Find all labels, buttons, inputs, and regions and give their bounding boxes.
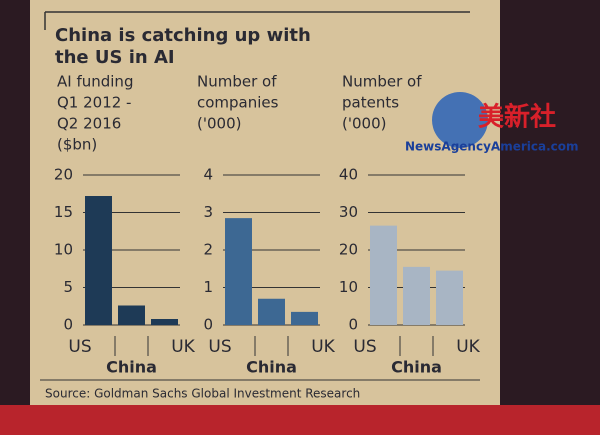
chart-subtitle: patents (342, 94, 399, 112)
chart-subtitle: ('000) (342, 115, 386, 133)
bar (258, 298, 285, 325)
x-tick-label: US (208, 337, 231, 357)
bar (151, 319, 178, 325)
main-title: the US in AI (55, 47, 175, 68)
y-tick-label: 4 (203, 166, 213, 184)
x-tick-label: UK (171, 337, 195, 357)
y-tick-label: 40 (339, 166, 358, 184)
chart-subtitle: Q2 2016 (57, 115, 121, 133)
y-tick-label: 20 (54, 166, 73, 184)
main-title: China is catching up with (55, 25, 311, 46)
chart-subtitle: Number of (342, 73, 422, 91)
x-tick-label: China (106, 358, 157, 377)
y-tick-label: 0 (348, 316, 358, 334)
x-tick-label: UK (456, 337, 480, 357)
chart-subtitle: Number of (197, 73, 277, 91)
y-tick-label: 10 (54, 241, 73, 259)
x-tick-label: US (353, 337, 376, 357)
chart-subtitle: ($bn) (57, 136, 97, 154)
bar (370, 225, 397, 325)
x-tick-label: China (391, 358, 442, 377)
red-band (0, 405, 600, 435)
bar (118, 305, 145, 325)
chart-subtitle: ('000) (197, 115, 241, 133)
watermark-name: 美新社 (478, 102, 556, 133)
source: Source: Goldman Sachs Global Investment … (45, 387, 360, 401)
y-tick-label: 20 (339, 241, 358, 259)
y-tick-label: 5 (63, 278, 73, 296)
y-tick-label: 15 (54, 203, 73, 221)
watermark-globe (432, 92, 488, 148)
x-tick-label: US (68, 337, 91, 357)
bar (85, 196, 112, 325)
chart-subtitle: AI funding (57, 73, 133, 91)
bar (225, 218, 252, 325)
y-tick-label: 0 (203, 316, 213, 334)
bar (436, 270, 463, 325)
y-tick-label: 3 (203, 203, 213, 221)
watermark-site: NewsAgencyAmerica.com (405, 140, 579, 154)
y-tick-label: 30 (339, 203, 358, 221)
y-tick-label: 10 (339, 278, 358, 296)
y-tick-label: 0 (63, 316, 73, 334)
bar (291, 311, 318, 325)
chart-subtitle: Q1 2012 - (57, 94, 131, 112)
y-tick-label: 1 (203, 278, 213, 296)
chart-subtitle: companies (197, 94, 279, 112)
y-tick-label: 2 (203, 241, 213, 259)
x-tick-label: China (246, 358, 297, 377)
x-tick-label: UK (311, 337, 335, 357)
bar (403, 266, 430, 325)
